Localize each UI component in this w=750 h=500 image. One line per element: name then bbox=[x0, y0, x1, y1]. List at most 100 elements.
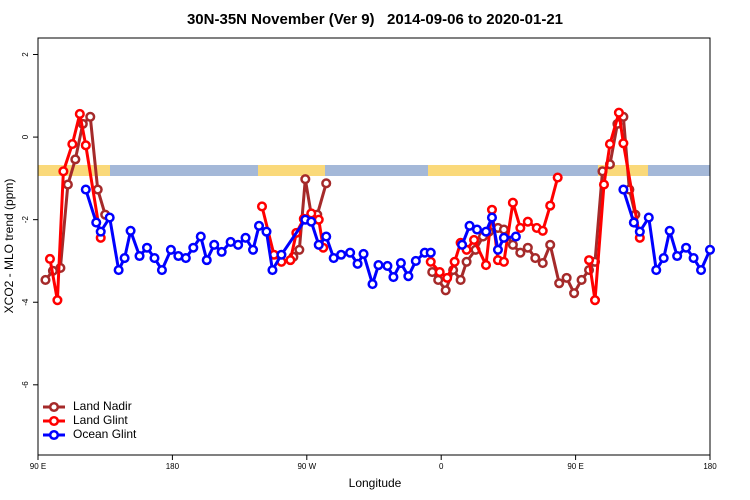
point bbox=[156, 264, 167, 276]
point bbox=[507, 197, 518, 208]
point bbox=[336, 249, 347, 260]
series-line bbox=[84, 189, 712, 290]
legend-marker bbox=[48, 415, 60, 427]
point bbox=[486, 212, 498, 223]
point bbox=[300, 174, 311, 185]
point bbox=[267, 264, 278, 276]
ocean-strip bbox=[500, 165, 598, 176]
point bbox=[515, 247, 526, 258]
x-tick-label: 180 bbox=[166, 462, 180, 471]
point bbox=[373, 260, 384, 271]
point bbox=[261, 226, 272, 237]
point bbox=[658, 253, 669, 264]
point bbox=[455, 274, 466, 285]
point bbox=[149, 253, 160, 264]
point bbox=[425, 247, 436, 258]
point bbox=[233, 239, 244, 250]
point bbox=[471, 224, 483, 235]
point bbox=[321, 231, 332, 242]
x-tick-label: 180 bbox=[703, 462, 717, 471]
point bbox=[358, 248, 369, 259]
y-tick-label: -6 bbox=[21, 381, 30, 389]
point bbox=[201, 255, 212, 266]
point bbox=[313, 239, 324, 250]
point bbox=[104, 212, 115, 223]
point bbox=[498, 256, 509, 267]
y-tick-label: -2 bbox=[21, 216, 30, 224]
point bbox=[695, 264, 707, 276]
legend-label: Land Glint bbox=[73, 413, 128, 427]
point bbox=[253, 220, 265, 231]
point bbox=[119, 253, 130, 264]
ocean-strip bbox=[648, 165, 710, 176]
point bbox=[492, 244, 503, 255]
point bbox=[440, 285, 451, 296]
point bbox=[498, 232, 509, 243]
point bbox=[188, 242, 199, 253]
point bbox=[515, 222, 526, 233]
point bbox=[125, 225, 136, 236]
point bbox=[165, 244, 176, 255]
legend-label: Ocean Glint bbox=[73, 427, 137, 441]
point bbox=[306, 216, 317, 227]
point bbox=[561, 272, 572, 283]
point bbox=[195, 231, 206, 242]
point bbox=[576, 274, 587, 285]
point bbox=[480, 260, 492, 271]
point bbox=[70, 154, 81, 165]
land-sea-band bbox=[38, 165, 710, 176]
point bbox=[367, 279, 378, 290]
point bbox=[345, 247, 356, 258]
point bbox=[554, 278, 565, 289]
point bbox=[618, 184, 629, 195]
point bbox=[403, 271, 414, 282]
point bbox=[74, 108, 85, 120]
point bbox=[688, 253, 699, 264]
point bbox=[58, 166, 69, 177]
point bbox=[67, 139, 78, 150]
point bbox=[216, 246, 227, 257]
point bbox=[480, 226, 492, 237]
x-tick-label: 90 E bbox=[567, 462, 583, 471]
point bbox=[569, 288, 580, 299]
point bbox=[522, 216, 533, 227]
point bbox=[537, 225, 548, 236]
point bbox=[62, 179, 73, 190]
point bbox=[95, 226, 106, 237]
point bbox=[425, 256, 436, 267]
point bbox=[457, 239, 468, 250]
point bbox=[704, 244, 716, 255]
point bbox=[80, 184, 91, 195]
point bbox=[449, 256, 460, 267]
point bbox=[522, 242, 533, 253]
point bbox=[442, 272, 453, 283]
point bbox=[530, 253, 541, 264]
point bbox=[552, 172, 563, 183]
point bbox=[672, 250, 683, 262]
point bbox=[643, 212, 654, 223]
point bbox=[464, 220, 475, 231]
point bbox=[40, 274, 51, 285]
point bbox=[410, 255, 421, 267]
point bbox=[589, 295, 601, 306]
land-strip bbox=[258, 165, 325, 176]
point bbox=[44, 253, 55, 264]
point bbox=[486, 204, 498, 215]
legend-marker bbox=[48, 429, 60, 441]
point bbox=[507, 239, 518, 250]
y-tick-label: -4 bbox=[21, 298, 30, 306]
point bbox=[382, 260, 393, 271]
y-tick-label: 2 bbox=[21, 52, 30, 57]
point bbox=[180, 253, 191, 264]
point bbox=[52, 295, 63, 306]
point bbox=[651, 264, 662, 276]
point bbox=[434, 267, 445, 278]
point bbox=[240, 232, 251, 243]
point bbox=[604, 139, 615, 150]
point bbox=[91, 217, 102, 228]
point bbox=[256, 201, 268, 212]
point bbox=[545, 239, 556, 250]
legend-label: Land Nadir bbox=[73, 399, 132, 413]
